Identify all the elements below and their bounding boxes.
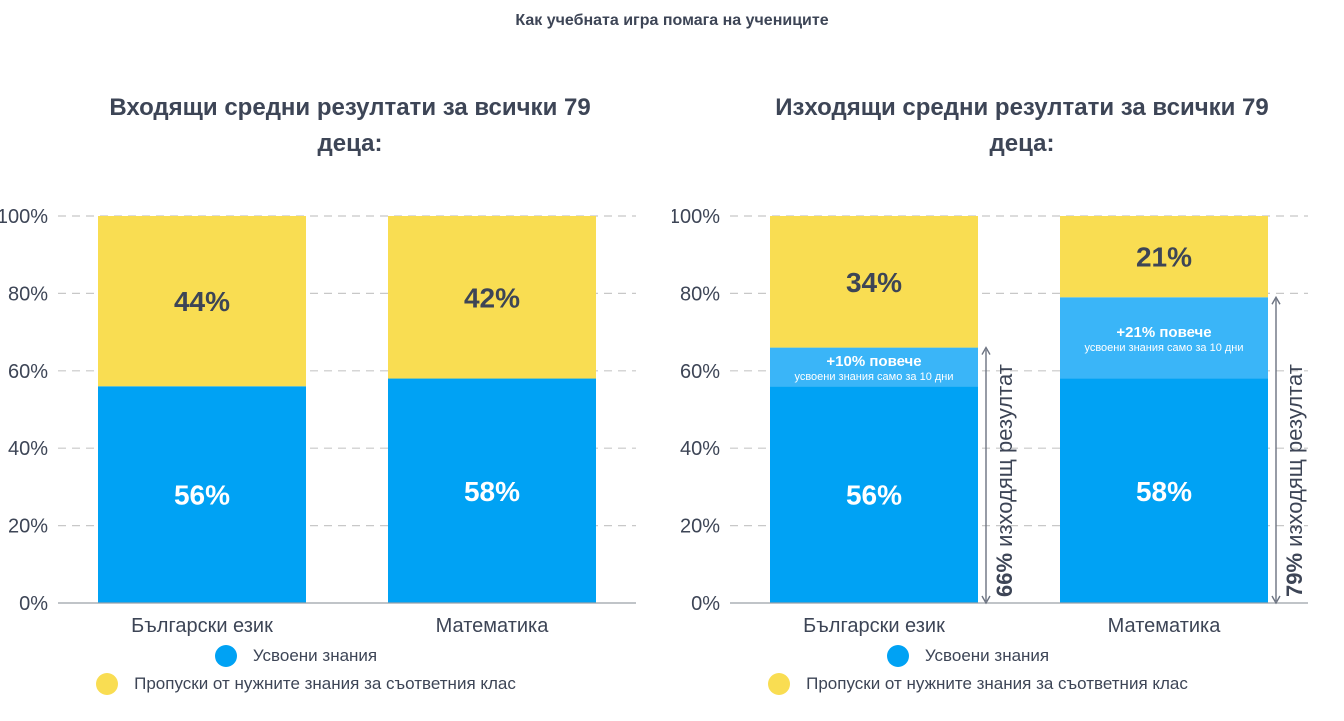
legend-item-known: Усвоени знания xyxy=(592,642,1344,670)
arrow-up-icon xyxy=(1271,295,1281,305)
arrow-down-icon xyxy=(981,595,991,605)
bar-segment-known xyxy=(1060,378,1268,603)
annotation-text: изходящ резултат xyxy=(1282,364,1307,553)
gap-swatch-icon xyxy=(96,673,119,695)
data-label-gap: 44% xyxy=(174,286,230,317)
improvement-label: +10% повече xyxy=(826,353,921,370)
total-result-annotation: 79% изходящ резултат xyxy=(1271,295,1307,605)
bar-segment-gap xyxy=(1060,216,1268,298)
x-category-label: Български език xyxy=(131,615,273,637)
annotation-label: 79% изходящ резултат xyxy=(1282,364,1307,597)
legend-label-known: Усвоени знания xyxy=(924,646,1050,665)
total-result-annotation: 66% изходящ резултат xyxy=(981,346,1017,605)
improvement-sublabel: усвоени знания само за 10 дни xyxy=(794,371,953,383)
data-label-known: 58% xyxy=(1136,476,1192,507)
legend-label-known: Усвоени знания xyxy=(252,646,378,665)
arrow-down-icon xyxy=(1271,595,1281,605)
y-tick-label: 40% xyxy=(8,438,48,460)
legend-label-gap: Пропуски от нужните знания за съответния… xyxy=(134,674,516,693)
y-tick-label: 80% xyxy=(680,283,720,305)
y-tick-label: 0% xyxy=(19,593,48,615)
y-tick-label: 100% xyxy=(0,206,48,228)
bar-segment-known xyxy=(388,378,596,603)
y-tick-label: 20% xyxy=(680,516,720,538)
data-label-gap: 21% xyxy=(1136,242,1192,273)
y-tick-label: 100% xyxy=(672,206,720,228)
outgoing-chart-title: Изходящи средни резултати за всички 79 д… xyxy=(775,94,1269,157)
annotation-value: 79% xyxy=(1282,553,1307,597)
gap-swatch-icon xyxy=(768,673,791,695)
arrow-up-icon xyxy=(981,346,991,355)
bar-segment-known xyxy=(770,386,978,603)
legend-item-known: Усвоени знания xyxy=(0,642,672,670)
incoming-chart-title: Входящи средни резултати за всички 79 де… xyxy=(109,94,591,157)
x-category-label: Математика xyxy=(436,615,550,637)
data-label-gap: 34% xyxy=(846,267,902,298)
legend: Усвоени знания Пропуски от нужните знани… xyxy=(0,642,672,698)
legend-label-gap: Пропуски от нужните знания за съответния… xyxy=(806,674,1188,693)
data-label-known: 56% xyxy=(174,480,230,511)
improvement-label: +21% повече xyxy=(1116,324,1211,341)
bar-segment-known xyxy=(98,386,306,603)
y-tick-label: 60% xyxy=(8,361,48,383)
page-title: Как учебната игра помага на учениците xyxy=(515,12,829,29)
y-tick-label: 0% xyxy=(691,593,720,615)
data-label-known: 58% xyxy=(464,476,520,507)
x-category-label: Български език xyxy=(803,615,945,637)
bar-segment-gap xyxy=(388,216,596,379)
outgoing-results-panel: Изходящи средни резултати за всички 79 д… xyxy=(672,80,1344,720)
known-swatch-icon xyxy=(886,645,909,667)
bar-segment-gap xyxy=(98,216,306,387)
legend: Усвоени знания Пропуски от нужните знани… xyxy=(672,642,1344,698)
x-category-label: Математика xyxy=(1108,615,1222,637)
y-tick-label: 80% xyxy=(8,283,48,305)
annotation-label: 66% изходящ резултат xyxy=(992,364,1017,597)
outgoing-results-chart: 0%20%40%60%80%100%56%+10% повечеусвоени … xyxy=(672,206,1308,637)
y-tick-label: 60% xyxy=(680,361,720,383)
incoming-results-chart: 0% 20% 40% 60% 80% 100% 56% 44% Български език 58… xyxy=(0,206,636,637)
data-label-known: 56% xyxy=(846,480,902,511)
bar-segment-gap xyxy=(770,216,978,348)
bar-segment-improvement xyxy=(1060,297,1268,379)
y-tick-label: 20% xyxy=(8,516,48,538)
annotation-value: 66% xyxy=(992,553,1017,597)
y-tick-label: 40% xyxy=(680,438,720,460)
data-label-gap: 42% xyxy=(464,282,520,313)
known-swatch-icon xyxy=(214,645,237,667)
annotation-text: изходящ резултат xyxy=(992,364,1017,553)
legend-item-gap: Пропуски от нужните знания за съответния… xyxy=(0,670,672,698)
bar-segment-improvement xyxy=(770,347,978,387)
incoming-results-panel: Входящи средни резултати за всички 79 де… xyxy=(0,80,672,720)
legend-item-gap: Пропуски от нужните знания за съответния… xyxy=(612,670,1344,698)
improvement-sublabel: усвоени знания само за 10 дни xyxy=(1084,342,1243,354)
